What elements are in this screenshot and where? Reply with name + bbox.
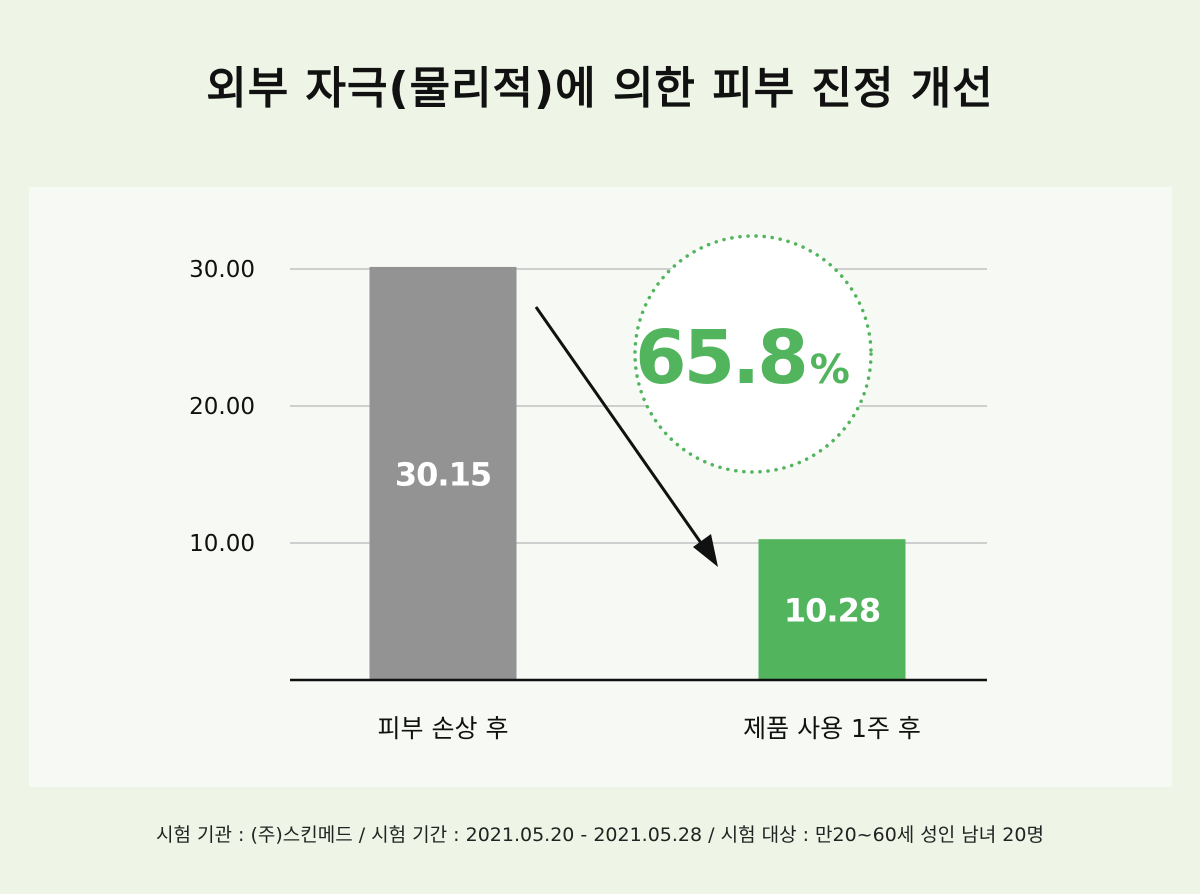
bar-chart: 10.00 20.00 30.00 30.15 피부 손상 후 10.28 제품 사용 1… <box>189 234 987 743</box>
bar-value-label: 30.15 <box>395 455 491 493</box>
y-tick-label: 10.00 <box>189 531 255 557</box>
page-title: 외부 자극(물리적)에 의한 피부 진정 개선 <box>206 63 994 114</box>
bar <box>369 266 517 680</box>
grid-layer: 10.00 20.00 30.00 <box>189 257 987 557</box>
study-footnote: 시험 기관 : (주)스킨메드 / 시험 기간 : 2021.05.20 - 2… <box>156 824 1044 846</box>
bar <box>758 539 906 680</box>
trend-arrow-line <box>534 306 703 544</box>
badge-circle <box>633 234 873 474</box>
badge-unit: % <box>810 347 849 393</box>
chart-panel: 10.00 20.00 30.00 30.15 피부 손상 후 10.28 제품 사용 1… <box>29 187 1172 787</box>
trend-arrow-head <box>693 534 718 567</box>
bar-layer: 30.15 피부 손상 후 10.28 제품 사용 1주 후 <box>290 266 987 743</box>
bar-value-label: 10.28 <box>784 592 880 630</box>
trend-arrow <box>534 306 718 567</box>
badge-value: 65.8% <box>635 315 849 401</box>
y-tick-label: 30.00 <box>189 257 255 283</box>
reduction-badge: 65.8% <box>633 234 873 474</box>
y-tick-label: 20.00 <box>189 394 255 420</box>
x-category-label: 제품 사용 1주 후 <box>743 714 921 743</box>
x-category-label: 피부 손상 후 <box>378 714 509 743</box>
badge-number: 65.8 <box>635 315 806 401</box>
